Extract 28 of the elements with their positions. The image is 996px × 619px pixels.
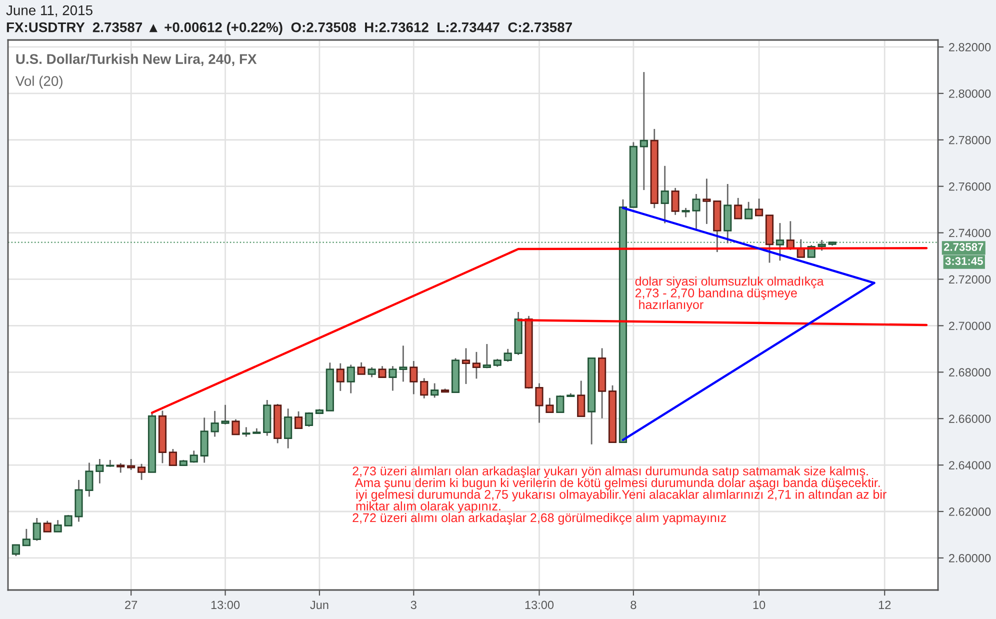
x-tick-label: 3 xyxy=(410,600,416,610)
text: U.S. Dollar/Turkish New Lira, 240, FX xyxy=(16,54,257,66)
y-tick-label: 2.66000 xyxy=(949,414,991,423)
text: June 11, 2015 xyxy=(6,5,92,17)
y-tick-label: 2.82000 xyxy=(949,43,991,52)
x-tick-label: 27 xyxy=(125,600,138,609)
y-tick-label: 2.78000 xyxy=(949,136,991,144)
y-tick-label: 2.74000 xyxy=(949,228,991,238)
text: Vol (20) xyxy=(16,76,62,89)
y-tick-label: 2.80000 xyxy=(949,89,991,98)
annotation: 2,73 üzeri alımları olan arkadaşlar yukarı yön alması durumunda satıp satmamak size kalmış. Ama şunu derim ki bugun ki verilerin de kötü gelmesi durumunda dolar aşagı banda düşecektir. iyi gelmesi durumunda 2,75 yukarısı olmayabilir.Yeni alacaklar alımlarınızı 2,71 in altından az bir miktar alım olarak yapınız. 2,72 üzeri alımı olan arkadaşlar 2,68 görülmedikçe alım yapmayınız xyxy=(352,466,886,525)
y-tick-label: 2.62000 xyxy=(949,508,991,516)
y-tick-label: 2.68000 xyxy=(949,368,991,377)
text: 3:31:45 xyxy=(945,257,983,265)
x-tick-label: Jun xyxy=(310,600,328,610)
ref-line-label: 2.73587 xyxy=(944,243,984,251)
x-tick-label: 10 xyxy=(753,600,766,610)
x-tick-label: 13:00 xyxy=(211,600,240,610)
y-tick-label: 2.70000 xyxy=(949,322,991,330)
y-tick-label: 2.64000 xyxy=(949,461,991,470)
y-tick-label: 2.72000 xyxy=(949,275,991,284)
x-tick-label: 12 xyxy=(878,600,891,609)
y-tick-label: 2.60000 xyxy=(949,554,991,562)
x-tick-label: 8 xyxy=(630,600,636,610)
x-tick-label: 13:00 xyxy=(525,600,554,610)
y-tick-label: 2.76000 xyxy=(949,182,991,191)
text: FX:USDTRY 2.73587 ▲ +0.00612 (+0.22%) O:2.73508 H:2.73612 L:2.73447 C:2.73587 xyxy=(6,22,572,35)
annotation: dolar siyasi olumsuzluk olmadıkça 2,73 - 2,70 bandına düşmeye hazırlanıyor xyxy=(635,276,824,312)
